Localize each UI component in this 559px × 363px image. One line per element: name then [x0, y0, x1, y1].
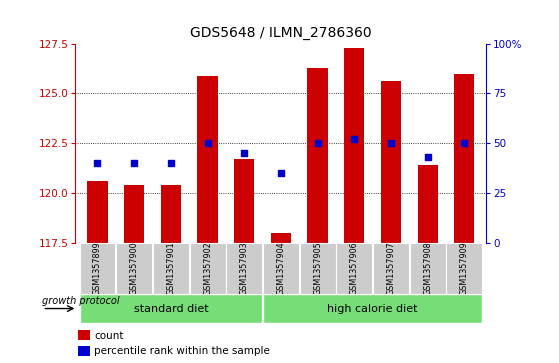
Text: GSM1357907: GSM1357907 [386, 242, 395, 295]
Bar [87, 182, 107, 243]
Bar [263, 243, 299, 294]
Bar [197, 76, 217, 243]
Point [167, 160, 176, 166]
Point [130, 160, 139, 166]
Text: count: count [94, 331, 124, 341]
Point [350, 136, 359, 142]
Text: standard diet: standard diet [134, 303, 208, 314]
Point [203, 140, 212, 146]
Text: GSM1357909: GSM1357909 [460, 242, 469, 295]
Bar [78, 346, 90, 356]
Point [460, 140, 469, 146]
Text: GSM1357901: GSM1357901 [167, 242, 176, 295]
Bar [161, 185, 181, 243]
Text: GSM1357905: GSM1357905 [313, 242, 322, 295]
Point [423, 154, 432, 160]
Text: GSM1357902: GSM1357902 [203, 242, 212, 295]
Bar [190, 243, 225, 294]
Text: GSM1357899: GSM1357899 [93, 242, 102, 295]
Bar [79, 243, 116, 294]
Bar [454, 73, 475, 243]
Bar [79, 294, 262, 323]
Text: GSM1357906: GSM1357906 [350, 242, 359, 295]
Text: GSM1357904: GSM1357904 [276, 242, 286, 295]
Text: high calorie diet: high calorie diet [328, 303, 418, 314]
Bar [234, 159, 254, 243]
Point [386, 140, 395, 146]
Bar [410, 243, 446, 294]
Bar [418, 165, 438, 243]
Point [313, 140, 322, 146]
Bar [344, 48, 364, 243]
Bar [381, 82, 401, 243]
Point [240, 150, 249, 156]
Bar [78, 330, 90, 340]
Bar [300, 243, 335, 294]
Bar [226, 243, 262, 294]
Bar [263, 294, 482, 323]
Bar [271, 233, 291, 243]
Bar [153, 243, 189, 294]
Text: growth protocol: growth protocol [42, 296, 120, 306]
Point [277, 170, 286, 176]
Text: percentile rank within the sample: percentile rank within the sample [94, 346, 270, 356]
Bar [446, 243, 482, 294]
Bar [337, 243, 372, 294]
Point [93, 160, 102, 166]
Bar [373, 243, 409, 294]
Bar [307, 68, 328, 243]
Text: GSM1357903: GSM1357903 [240, 242, 249, 295]
Title: GDS5648 / ILMN_2786360: GDS5648 / ILMN_2786360 [190, 26, 372, 40]
Text: GSM1357908: GSM1357908 [423, 242, 432, 295]
Bar [116, 243, 152, 294]
Bar [124, 185, 144, 243]
Text: GSM1357900: GSM1357900 [130, 242, 139, 295]
